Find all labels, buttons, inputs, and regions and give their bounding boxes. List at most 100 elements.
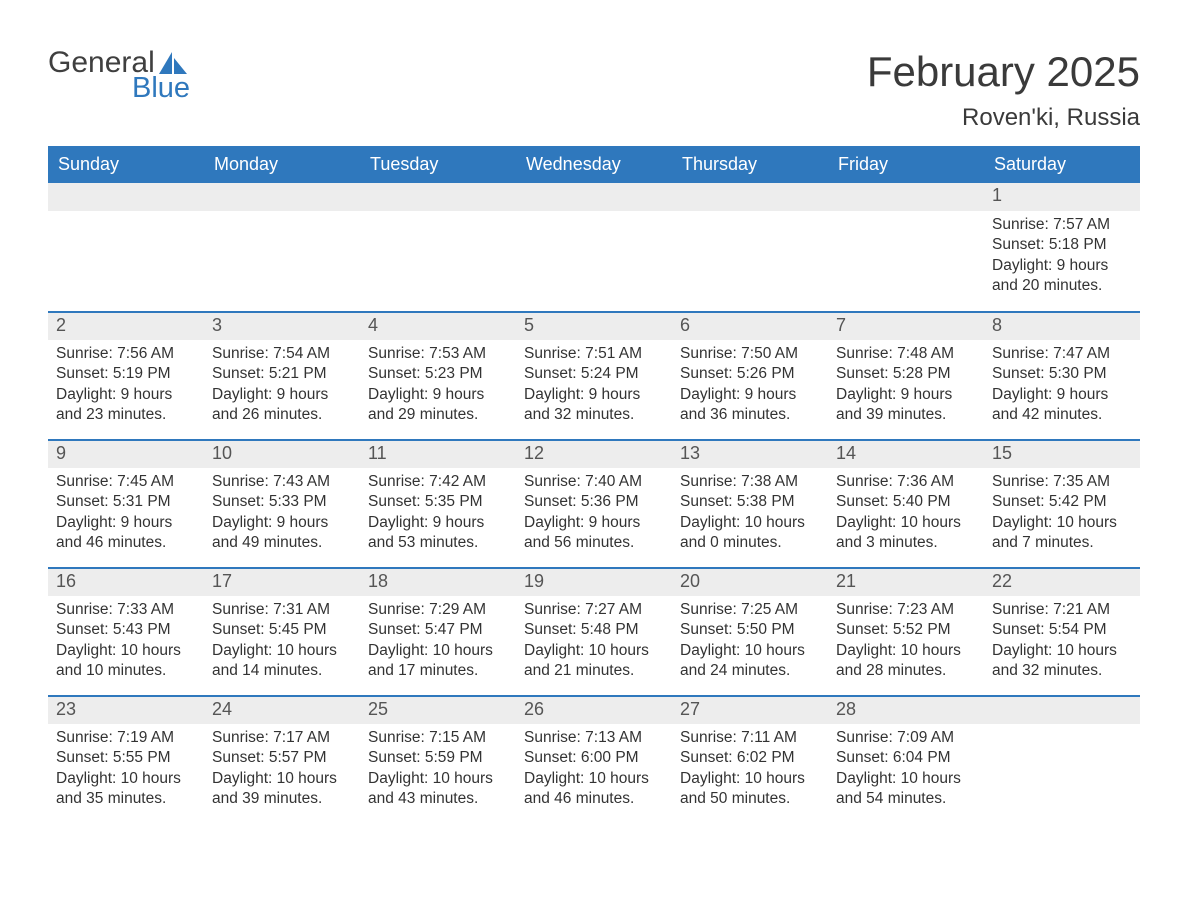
day-number: 27 xyxy=(672,697,828,724)
sunrise-line: Sunrise: 7:19 AM xyxy=(56,728,196,748)
sunset-line: Sunset: 5:18 PM xyxy=(992,235,1132,255)
day-cell: Sunrise: 7:25 AMSunset: 5:50 PMDaylight:… xyxy=(672,596,828,695)
day-number: 13 xyxy=(672,441,828,468)
day-number: 8 xyxy=(984,313,1140,340)
sunrise-line: Sunrise: 7:48 AM xyxy=(836,344,976,364)
day-cell: Sunrise: 7:54 AMSunset: 5:21 PMDaylight:… xyxy=(204,340,360,439)
daylight-line: Daylight: 9 hours and 56 minutes. xyxy=(524,513,664,554)
day-cell: Sunrise: 7:50 AMSunset: 5:26 PMDaylight:… xyxy=(672,340,828,439)
sunset-line: Sunset: 5:35 PM xyxy=(368,492,508,512)
sunset-line: Sunset: 5:55 PM xyxy=(56,748,196,768)
day-number: 4 xyxy=(360,313,516,340)
sunrise-line: Sunrise: 7:42 AM xyxy=(368,472,508,492)
sunrise-line: Sunrise: 7:51 AM xyxy=(524,344,664,364)
daylight-line: Daylight: 9 hours and 42 minutes. xyxy=(992,385,1132,426)
day-cell: Sunrise: 7:42 AMSunset: 5:35 PMDaylight:… xyxy=(360,468,516,567)
sunset-line: Sunset: 5:52 PM xyxy=(836,620,976,640)
day-cell: Sunrise: 7:56 AMSunset: 5:19 PMDaylight:… xyxy=(48,340,204,439)
weekday-header: Saturday xyxy=(984,146,1140,183)
daylight-line: Daylight: 10 hours and 7 minutes. xyxy=(992,513,1132,554)
day-cell xyxy=(516,211,672,311)
sunrise-line: Sunrise: 7:27 AM xyxy=(524,600,664,620)
day-cell: Sunrise: 7:11 AMSunset: 6:02 PMDaylight:… xyxy=(672,724,828,823)
brand-word2: Blue xyxy=(132,74,190,103)
day-cell: Sunrise: 7:17 AMSunset: 5:57 PMDaylight:… xyxy=(204,724,360,823)
day-cell: Sunrise: 7:38 AMSunset: 5:38 PMDaylight:… xyxy=(672,468,828,567)
day-number: 3 xyxy=(204,313,360,340)
day-number: 24 xyxy=(204,697,360,724)
sunset-line: Sunset: 5:45 PM xyxy=(212,620,352,640)
day-number xyxy=(48,183,204,211)
daylight-line: Daylight: 10 hours and 32 minutes. xyxy=(992,641,1132,682)
month-title: February 2025 xyxy=(867,48,1140,96)
day-number xyxy=(984,697,1140,724)
sunset-line: Sunset: 5:30 PM xyxy=(992,364,1132,384)
sunrise-line: Sunrise: 7:21 AM xyxy=(992,600,1132,620)
sunset-line: Sunset: 5:31 PM xyxy=(56,492,196,512)
sunset-line: Sunset: 5:59 PM xyxy=(368,748,508,768)
daylight-line: Daylight: 9 hours and 39 minutes. xyxy=(836,385,976,426)
day-cell: Sunrise: 7:47 AMSunset: 5:30 PMDaylight:… xyxy=(984,340,1140,439)
day-number: 1 xyxy=(984,183,1140,211)
sunset-line: Sunset: 5:57 PM xyxy=(212,748,352,768)
day-number: 11 xyxy=(360,441,516,468)
calendar-body: 1 Sunrise: 7:57 AMSunset: 5:18 PM Daylight… xyxy=(48,183,1140,823)
sunrise-line: Sunrise: 7:31 AM xyxy=(212,600,352,620)
day-cell xyxy=(360,211,516,311)
daylight-line: Daylight: 10 hours and 0 minutes. xyxy=(680,513,820,554)
day-number xyxy=(828,183,984,211)
daylight-line: Daylight: 10 hours and 21 minutes. xyxy=(524,641,664,682)
sunset-line: Sunset: 5:26 PM xyxy=(680,364,820,384)
day-number: 17 xyxy=(204,569,360,596)
day-number: 6 xyxy=(672,313,828,340)
title-block: February 2025 Roven'ki, Russia xyxy=(867,48,1140,132)
daylight-line: Daylight: 10 hours and 24 minutes. xyxy=(680,641,820,682)
sunrise-line: Sunrise: 7:50 AM xyxy=(680,344,820,364)
day-cell: Sunrise: 7:31 AMSunset: 5:45 PMDaylight:… xyxy=(204,596,360,695)
sunset-line: Sunset: 6:02 PM xyxy=(680,748,820,768)
daylight-line: Daylight: 10 hours and 3 minutes. xyxy=(836,513,976,554)
daylight-line: Daylight: 10 hours and 43 minutes. xyxy=(368,769,508,810)
day-number: 25 xyxy=(360,697,516,724)
sunset-line: Sunset: 5:19 PM xyxy=(56,364,196,384)
brand-logo: General Blue xyxy=(48,48,190,103)
day-cell xyxy=(828,211,984,311)
day-number: 7 xyxy=(828,313,984,340)
daylight-line: Daylight: 9 hours and 36 minutes. xyxy=(680,385,820,426)
sunset-line: Sunset: 5:24 PM xyxy=(524,364,664,384)
day-number: 10 xyxy=(204,441,360,468)
week-row: 2345678Sunrise: 7:56 AMSunset: 5:19 PMDa… xyxy=(48,311,1140,439)
day-cell: Sunrise: 7:35 AMSunset: 5:42 PMDaylight:… xyxy=(984,468,1140,567)
day-number: 19 xyxy=(516,569,672,596)
day-cell: Sunrise: 7:15 AMSunset: 5:59 PMDaylight:… xyxy=(360,724,516,823)
day-number xyxy=(360,183,516,211)
day-cell: Sunrise: 7:33 AMSunset: 5:43 PMDaylight:… xyxy=(48,596,204,695)
sunrise-line: Sunrise: 7:11 AM xyxy=(680,728,820,748)
day-number-strip: 2345678 xyxy=(48,313,1140,340)
daylight-line: Daylight: 10 hours and 10 minutes. xyxy=(56,641,196,682)
sunrise-line: Sunrise: 7:35 AM xyxy=(992,472,1132,492)
day-cell: Sunrise: 7:43 AMSunset: 5:33 PMDaylight:… xyxy=(204,468,360,567)
weekday-header: Thursday xyxy=(672,146,828,183)
weekday-header-row: Sunday Monday Tuesday Wednesday Thursday… xyxy=(48,146,1140,183)
daylight-line: Daylight: 9 hours and 26 minutes. xyxy=(212,385,352,426)
day-cell xyxy=(204,211,360,311)
day-cell: Sunrise: 7:19 AMSunset: 5:55 PMDaylight:… xyxy=(48,724,204,823)
day-cell: Sunrise: 7:36 AMSunset: 5:40 PMDaylight:… xyxy=(828,468,984,567)
sunrise-line: Sunrise: 7:40 AM xyxy=(524,472,664,492)
sunrise-line: Sunrise: 7:38 AM xyxy=(680,472,820,492)
weekday-header: Wednesday xyxy=(516,146,672,183)
sunset-line: Sunset: 5:36 PM xyxy=(524,492,664,512)
daylight-line: Daylight: 10 hours and 35 minutes. xyxy=(56,769,196,810)
sunrise-line: Sunrise: 7:33 AM xyxy=(56,600,196,620)
day-cell: Sunrise: 7:27 AMSunset: 5:48 PMDaylight:… xyxy=(516,596,672,695)
day-number xyxy=(516,183,672,211)
day-number: 23 xyxy=(48,697,204,724)
sunset-line: Sunset: 5:21 PM xyxy=(212,364,352,384)
page-header: General Blue February 2025 Roven'ki, Rus… xyxy=(48,48,1140,132)
sunrise-line: Sunrise: 7:57 AM xyxy=(992,215,1132,235)
day-cell: Sunrise: 7:51 AMSunset: 5:24 PMDaylight:… xyxy=(516,340,672,439)
sunrise-line: Sunrise: 7:53 AM xyxy=(368,344,508,364)
day-number xyxy=(672,183,828,211)
daylight-line: Daylight: 9 hours and 32 minutes. xyxy=(524,385,664,426)
